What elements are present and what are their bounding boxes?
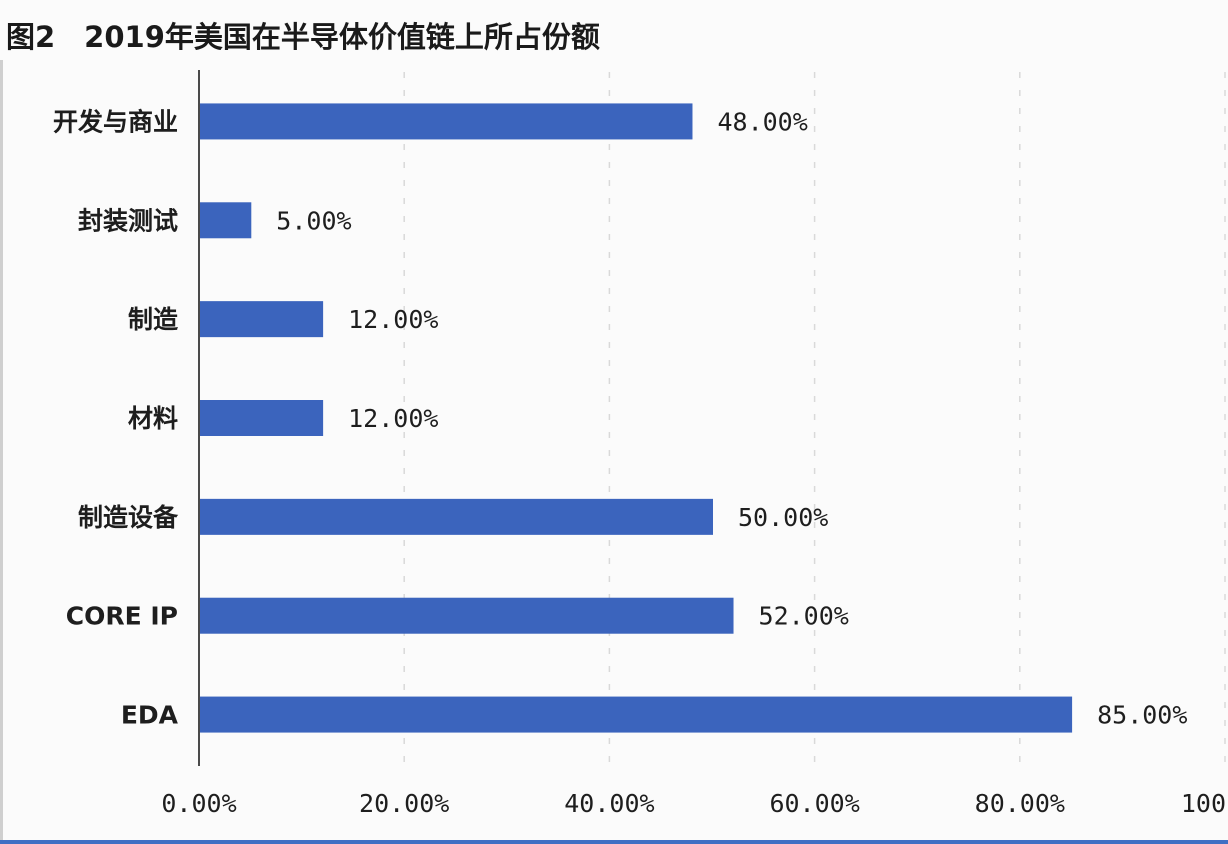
value-label: 50.00% — [738, 503, 828, 532]
x-tick-labels: 0.00% 20.00% 40.00% 60.00% 80.00% 100 — [161, 789, 1226, 818]
value-label: 85.00% — [1097, 701, 1187, 730]
x-tick-label: 20.00% — [359, 789, 449, 818]
bar — [200, 597, 734, 634]
value-label: 48.00% — [717, 107, 807, 136]
category-label: 封装测试 — [78, 206, 178, 235]
bar — [200, 696, 1073, 733]
category-label: 开发与商业 — [53, 107, 178, 136]
category-label: 制造设备 — [78, 503, 179, 532]
bar — [200, 202, 252, 239]
frame-bottom-edge — [0, 840, 1228, 844]
bar — [200, 103, 693, 140]
value-label: 52.00% — [759, 602, 849, 631]
gridlines — [403, 72, 1226, 764]
category-label: 材料 — [128, 404, 178, 433]
x-tick-label: 60.00% — [769, 789, 859, 818]
x-tick-label: 100 — [1181, 789, 1226, 818]
bar — [200, 400, 324, 436]
value-label: 5.00% — [276, 206, 351, 235]
category-label: 制造 — [128, 305, 178, 334]
bar — [200, 498, 713, 535]
x-tick-label: 80.00% — [975, 789, 1065, 818]
category-label: EDA — [121, 701, 179, 730]
category-label: CORE IP — [66, 602, 178, 631]
bar — [200, 301, 324, 338]
frame-left-edge — [0, 60, 3, 844]
x-tick-label: 0.00% — [161, 789, 236, 818]
value-label: 12.00% — [348, 305, 438, 334]
bars — [200, 103, 1073, 733]
value-label: 12.00% — [348, 404, 438, 433]
chart-title: 图2 2019年美国在半导体价值链上所占份额 — [6, 20, 600, 54]
value-labels: 48.00% 5.00% 12.00% 12.00% 50.00% 52.00% 85.00… — [276, 107, 1187, 729]
x-tick-label: 40.00% — [564, 789, 654, 818]
